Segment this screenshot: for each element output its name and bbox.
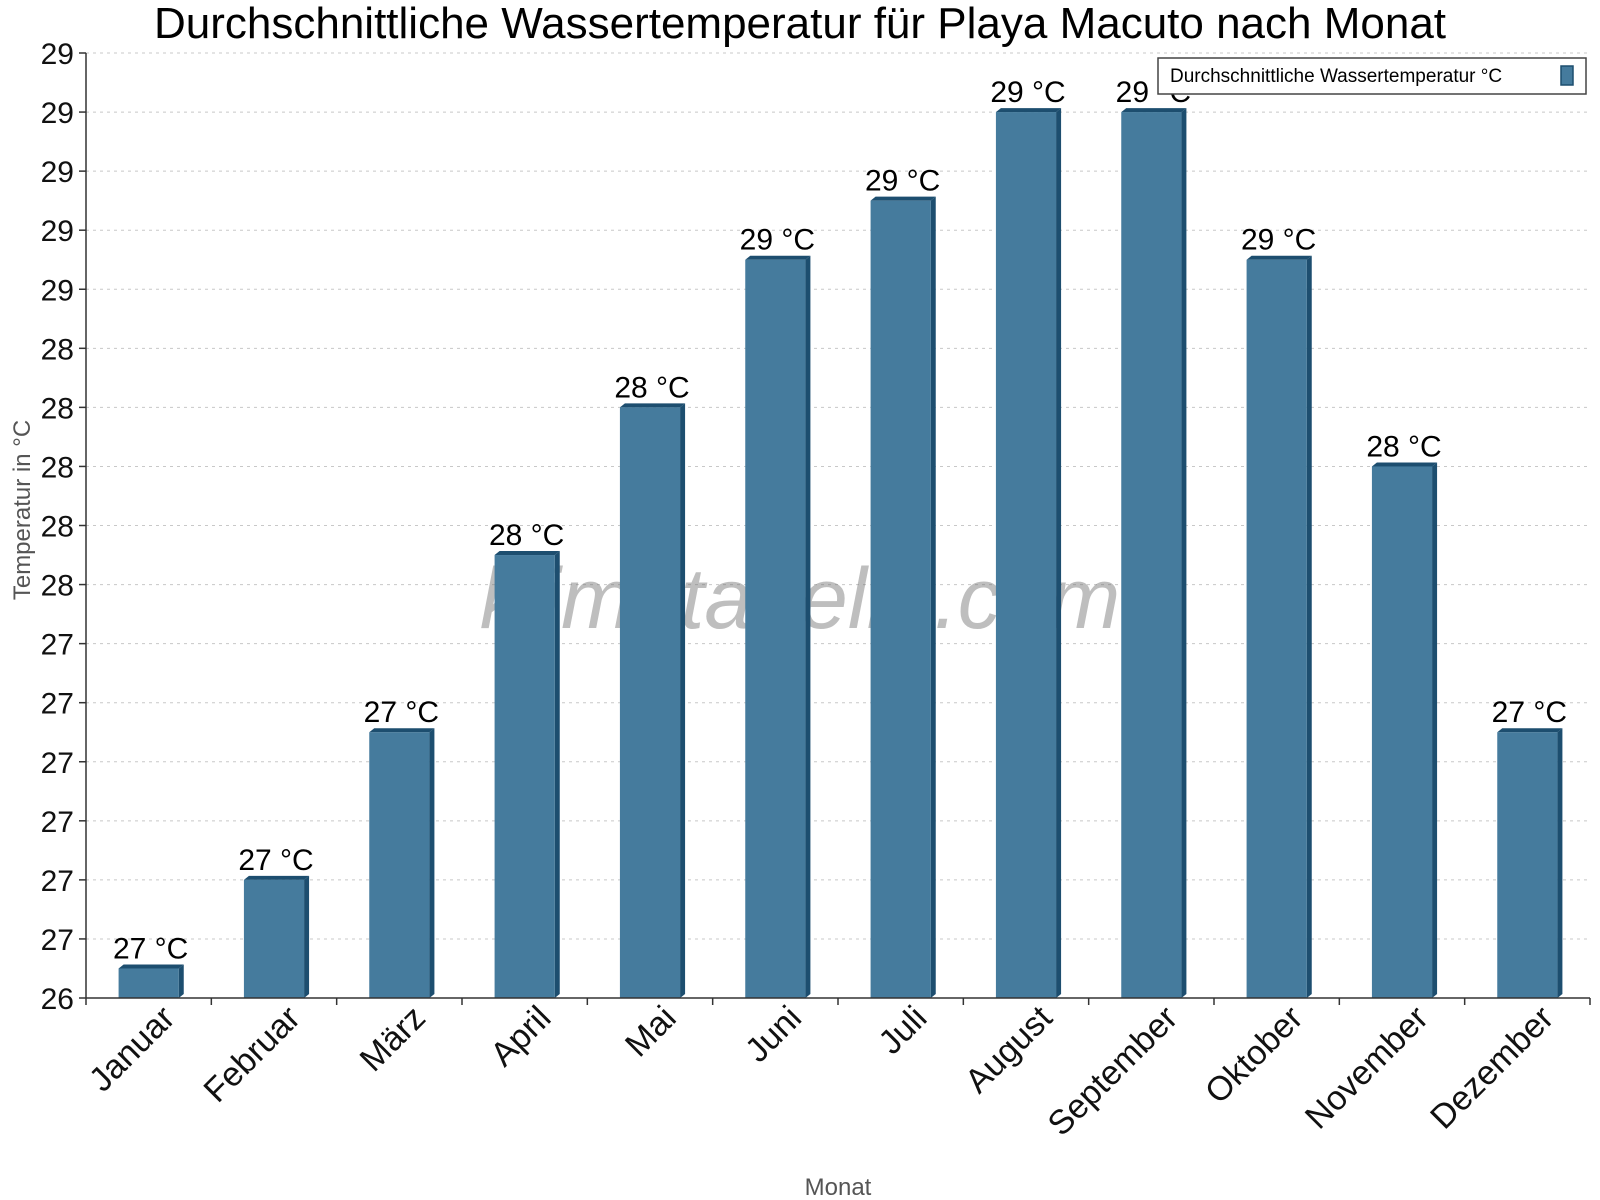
bar-top [1246, 255, 1312, 260]
data-label: 28 °C [1366, 430, 1441, 463]
bar [1121, 112, 1182, 998]
data-label: 27 °C [238, 844, 313, 877]
x-tick-label: August [958, 998, 1060, 1100]
x-axis-title: Monat [805, 1174, 872, 1200]
bar [369, 732, 430, 998]
data-label: 28 °C [489, 519, 564, 552]
bar-side [1181, 108, 1187, 998]
x-tick-label: Februar [197, 999, 308, 1110]
data-label: 29 °C [1241, 224, 1316, 257]
legend: Durchschnittliche Wassertemperatur °C [1157, 57, 1587, 95]
bar-side [304, 875, 310, 998]
y-tick-label: 28 [41, 511, 74, 544]
bar-top [619, 403, 686, 408]
bar-side [1306, 255, 1312, 998]
legend-label: Durchschnittliche Wassertemperatur °C [1170, 66, 1502, 87]
y-tick-label: 28 [41, 451, 74, 484]
bar-side [1056, 108, 1062, 998]
bar-side [1432, 462, 1438, 998]
bar [619, 407, 681, 998]
bar-top [1121, 108, 1187, 113]
data-label: 27 °C [364, 696, 439, 729]
bar [745, 259, 806, 998]
bar-top [369, 728, 435, 733]
bar-side [930, 196, 936, 998]
grid-lines [86, 52, 1590, 940]
bar-side [1557, 728, 1563, 998]
y-tick-label: 28 [41, 333, 74, 366]
x-tick-label: November [1298, 999, 1436, 1137]
y-tick-label: 27 [41, 806, 74, 839]
bar [118, 968, 179, 998]
data-labels: 27 °C 27 °C 27 °C 28 °C 28 °C 29 °C 29 °C 29 °C… [113, 76, 1567, 965]
x-tick-label: Juli [871, 999, 934, 1062]
data-label: 29 °C [740, 224, 815, 257]
y-tick-label: 29 [41, 274, 74, 307]
data-label: 27 °C [1492, 696, 1567, 729]
y-tick-label: 29 [41, 38, 74, 71]
y-tick-label: 28 [41, 392, 74, 425]
chart-title: Durchschnittliche Wassertemperatur für P… [153, 0, 1447, 48]
bar-top [118, 964, 184, 969]
x-tick-label: Januar [82, 999, 182, 1099]
legend-box [1157, 57, 1587, 95]
y-tick-label: 29 [41, 156, 74, 189]
bar [995, 112, 1057, 998]
bar [1497, 732, 1558, 998]
bars [118, 108, 1563, 998]
data-label: 27 °C [113, 932, 188, 965]
bar-side [680, 403, 686, 998]
x-tick-label: März [353, 999, 433, 1079]
legend-swatch [1560, 65, 1574, 86]
bar-top [243, 875, 310, 880]
y-tick-label: 27 [41, 924, 74, 957]
y-axis-title: Temperatur in °C [9, 420, 36, 600]
y-tick-label: 26 [41, 983, 74, 1016]
x-tick-label: Dezember [1423, 999, 1561, 1137]
x-tick-label: Oktober [1198, 999, 1310, 1111]
bar-side [805, 255, 811, 998]
x-tick-label: Juni [738, 999, 809, 1070]
y-tick-label: 27 [41, 865, 74, 898]
bar-top [745, 255, 811, 260]
bar-side [178, 964, 184, 998]
y-tick-label: 27 [41, 629, 74, 662]
bar [494, 555, 555, 998]
bar [243, 879, 305, 998]
bar-side [429, 728, 435, 998]
y-tick-label: 29 [41, 215, 74, 248]
bar-top [870, 196, 936, 201]
y-tick-label: 29 [41, 97, 74, 130]
y-tick-label: 27 [41, 688, 74, 721]
bar-top [1497, 728, 1563, 733]
data-label: 28 °C [614, 371, 689, 404]
bar-top [1371, 462, 1438, 467]
bar [870, 200, 931, 998]
bar-side [554, 551, 560, 998]
y-tick-label: 28 [41, 570, 74, 603]
bar-top [494, 551, 560, 556]
data-label: 29 °C [865, 165, 940, 198]
bar [1246, 259, 1307, 998]
x-tick-label: April [483, 999, 558, 1074]
bar [1371, 466, 1433, 998]
x-tick-label: September [1041, 999, 1185, 1143]
data-label: 29 °C [990, 76, 1065, 109]
bar-top [995, 108, 1062, 113]
y-tick-label: 27 [41, 747, 74, 780]
x-tick-label: Mai [618, 999, 684, 1065]
